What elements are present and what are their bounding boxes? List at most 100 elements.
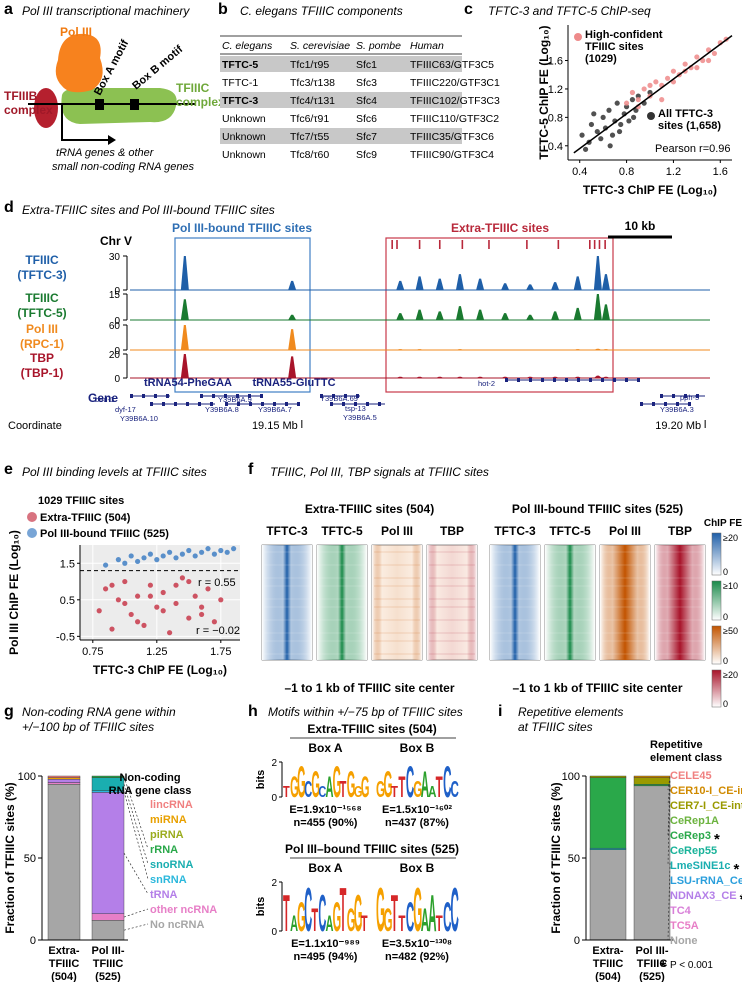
track-label: (TFTC-3) [17,268,66,282]
logo-letter: T [283,783,290,800]
scatter-point [623,100,630,106]
bar-segment [589,775,627,778]
logo-letter: G [297,893,306,941]
gene-exon [297,402,300,406]
site-count: n=455 (90%) [294,817,358,829]
motif-title: Box B [400,741,435,755]
logo-letter: G [376,874,385,945]
track-label: (TBP-1) [21,366,64,380]
scatter-point [96,608,102,614]
scatter-point [635,97,641,103]
scatter-point [122,600,128,607]
scatter-point [641,86,647,92]
scatter-point [653,79,659,85]
gene-exon [613,378,616,382]
footnote: P < 0.001 [670,960,713,971]
leader-line [123,923,149,931]
gene-exon [366,402,369,406]
leader-line [667,862,671,941]
gene-exon [696,394,699,398]
x-tick-label: Extra- [48,945,80,957]
x-tick-label: TFIIIC [93,958,124,970]
track-label: (RPC-1) [20,337,64,351]
e-value: E=1.9x10⁻¹⁵⁶⁸ [289,804,361,816]
logo-letter: G [333,893,342,941]
legend-label: other ncRNA [150,904,217,916]
scatter-point [711,50,718,57]
scatter-point [128,553,134,559]
leader-line [667,785,671,866]
motif-title: Box B [400,861,435,875]
logo-letter: C [406,757,414,806]
table-cell: TFTC-3 [222,95,258,107]
logo-letter: T [340,777,347,802]
table-cell: Sfc1 [356,59,377,71]
scatter-point [186,578,192,585]
gene-exon [660,394,663,398]
y-tick-label: 2 [271,758,277,769]
tfiiib-label: complex [4,103,53,117]
scatter-point [594,128,600,135]
gene-name: Y39B6A.10 [120,414,158,423]
logo-letter: C [443,893,451,941]
scatter-point [103,562,109,568]
footnote-symbol: * [660,959,667,976]
signal-peak [455,274,464,290]
scatter-point [115,597,121,603]
trna-label: tRNA54-PheGAA [144,377,232,389]
chromosome-label: Chr V [100,234,132,248]
logo-letter: G [383,763,392,805]
scatter-point [160,608,166,614]
table-cell: Unknown [222,131,266,143]
bar-segment [633,777,671,785]
logo-letter: C [318,884,326,942]
e-value: E=1.5x10⁻¹⁶⁰² [382,804,452,816]
gene-exon [553,378,556,382]
panel-letter: e [4,461,13,478]
logo-letter: A [290,911,298,936]
pol3-shape [55,33,103,93]
scatter-point [205,586,211,592]
y-tick-label: 0 [114,286,120,297]
arrow-head [108,135,116,145]
table-cell: TFTC-1 [222,77,258,89]
gene-exon [688,402,691,406]
table-cell: Sfc9 [356,149,377,161]
leader-line [123,852,149,895]
scatter-point [109,626,115,632]
table-cell: Sfc7 [356,131,377,143]
gene-exon [640,402,643,406]
scatter-point [173,600,179,607]
legend-title: 1029 TFIIIC sites [38,495,124,507]
legend-title: RNA gene class [109,785,192,797]
x-tick-label: (504) [51,971,77,982]
scatter-point [103,586,109,592]
heatmap [655,545,705,660]
gene-exon [237,402,240,406]
significance-star: * [734,861,740,878]
legend-label: CER7-I_CE-int [670,800,742,812]
gene-exon [541,378,544,382]
scatter-point [705,57,712,64]
gene-exon [273,402,276,406]
gene-exon [285,402,288,406]
colorbar-title: ChIP FE [704,518,742,529]
x-tick-label: (504) [595,971,621,982]
leader-line [123,908,149,918]
heatmap-footer: –1 to 1 kb of TFIIIC site center [512,681,682,695]
signal-peak [551,376,560,378]
gene-exon [601,378,604,382]
table-cell: TFIIIC63/GTF3C5 [410,59,494,71]
table-cell: Sfc3 [356,77,377,89]
logo-letter: T [311,903,318,939]
y-tick-label: 20 [109,350,121,361]
scatter-point [629,89,636,96]
signal-peak [180,354,189,378]
signal-peak [415,349,424,350]
scatter-point [631,114,637,120]
scatter-point [141,622,147,628]
legend-label: CELE45 [670,770,712,782]
x-tick-label: Pol III- [636,945,669,957]
gene-exon [637,378,640,382]
legend-marker [27,512,37,522]
